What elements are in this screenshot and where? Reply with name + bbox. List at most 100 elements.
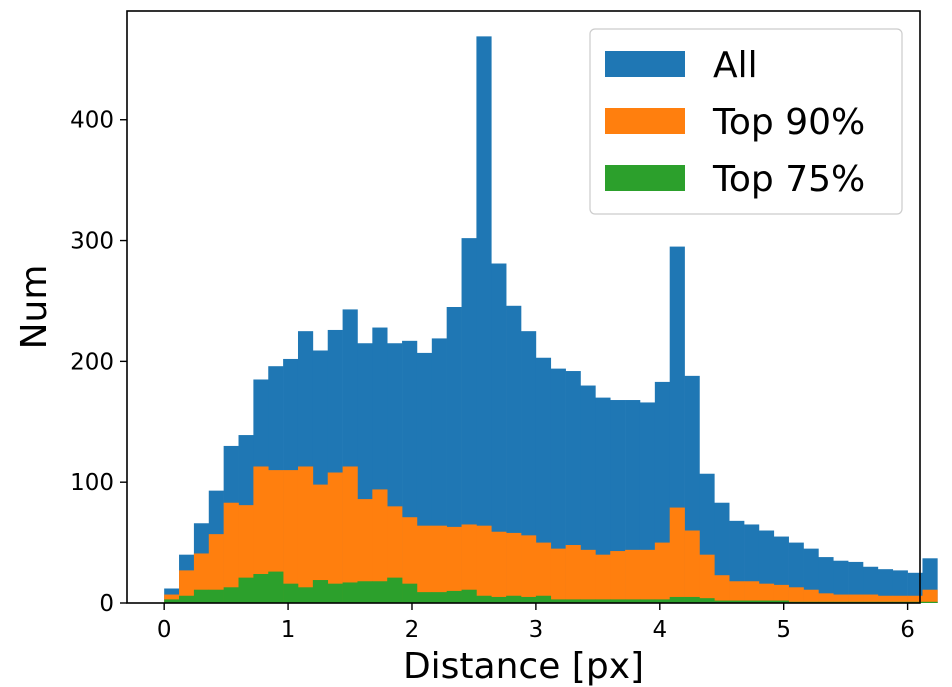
bar — [848, 594, 864, 603]
bar — [372, 581, 388, 603]
bar — [208, 589, 224, 603]
bar — [357, 499, 373, 603]
bar — [773, 584, 789, 603]
bar — [699, 598, 715, 603]
bar — [506, 532, 522, 603]
bar — [565, 545, 581, 603]
bar — [565, 599, 581, 603]
bar — [580, 549, 596, 603]
x-tick-label: 1 — [281, 617, 296, 643]
bar — [892, 595, 908, 603]
bar — [758, 583, 775, 603]
bar — [446, 590, 462, 603]
bar — [297, 587, 314, 603]
bar — [268, 470, 284, 603]
bar — [476, 595, 492, 603]
bar — [179, 595, 195, 603]
bar — [238, 577, 254, 603]
bar — [535, 595, 552, 603]
bar — [268, 571, 284, 603]
bar — [654, 599, 671, 603]
bar — [684, 596, 700, 603]
bar — [907, 572, 923, 603]
legend-label: Top 75% — [712, 159, 865, 200]
bar — [833, 594, 849, 603]
y-tick-label: 400 — [70, 108, 114, 134]
bar — [788, 587, 804, 603]
bar — [312, 484, 329, 603]
bar — [431, 525, 447, 603]
bar — [342, 466, 358, 603]
bar — [699, 554, 715, 603]
bar — [476, 36, 492, 603]
bar — [744, 581, 760, 603]
bar — [625, 599, 641, 603]
bar — [580, 385, 596, 603]
bar — [223, 587, 239, 603]
bar — [312, 580, 329, 603]
legend-label: All — [713, 45, 758, 86]
bar — [446, 526, 462, 603]
x-tick-label: 6 — [900, 617, 915, 643]
bar — [283, 583, 299, 603]
bar — [491, 531, 507, 603]
bar — [521, 535, 537, 603]
bar — [610, 551, 626, 603]
x-tick-label: 2 — [405, 617, 420, 643]
bar — [595, 599, 611, 603]
bar — [669, 596, 685, 603]
bar — [848, 561, 864, 603]
bar — [744, 600, 760, 603]
y-tick-label: 300 — [70, 229, 114, 255]
bar — [327, 583, 343, 603]
bar — [521, 596, 537, 603]
bar — [372, 489, 388, 603]
legend-swatch — [605, 108, 685, 134]
bar — [639, 599, 656, 603]
bar — [729, 581, 745, 603]
bars-layer — [164, 36, 938, 603]
x-tick-label: 4 — [652, 617, 667, 643]
legend: All Top 90% Top 75% — [589, 28, 903, 215]
bar — [550, 368, 566, 603]
bar — [402, 583, 418, 603]
series-top-75- — [164, 571, 938, 603]
x-ticks: 0 1 2 3 4 5 6 — [157, 603, 915, 643]
bar — [729, 600, 745, 603]
bar — [297, 466, 314, 603]
bar — [580, 599, 596, 603]
bar — [327, 472, 343, 603]
bar — [654, 542, 671, 603]
bar — [521, 331, 537, 603]
series-top-90- — [164, 466, 938, 603]
y-tick-label: 200 — [70, 349, 114, 375]
bar — [506, 595, 522, 603]
bar — [416, 592, 433, 603]
bar — [803, 548, 819, 603]
bar — [416, 525, 433, 603]
bar — [253, 466, 269, 603]
bar — [164, 594, 180, 603]
y-axis-label: Num — [14, 265, 55, 350]
bar — [595, 554, 611, 603]
bar — [164, 599, 180, 603]
bar — [907, 595, 923, 603]
bar — [491, 596, 507, 603]
bar — [253, 574, 269, 603]
y-ticks: 0 100 200 300 400 — [70, 108, 127, 617]
y-tick-label: 0 — [99, 591, 114, 617]
legend-label: Top 90% — [712, 102, 865, 143]
bar — [863, 566, 879, 603]
bar — [877, 595, 894, 603]
bar — [535, 357, 552, 603]
bar — [461, 238, 477, 603]
bar — [803, 589, 819, 603]
bar — [818, 593, 834, 603]
legend-swatch — [605, 165, 685, 191]
x-tick-label: 5 — [776, 617, 791, 643]
bar — [491, 263, 507, 603]
bar — [714, 600, 730, 603]
bar — [193, 589, 210, 603]
bar — [922, 601, 938, 603]
